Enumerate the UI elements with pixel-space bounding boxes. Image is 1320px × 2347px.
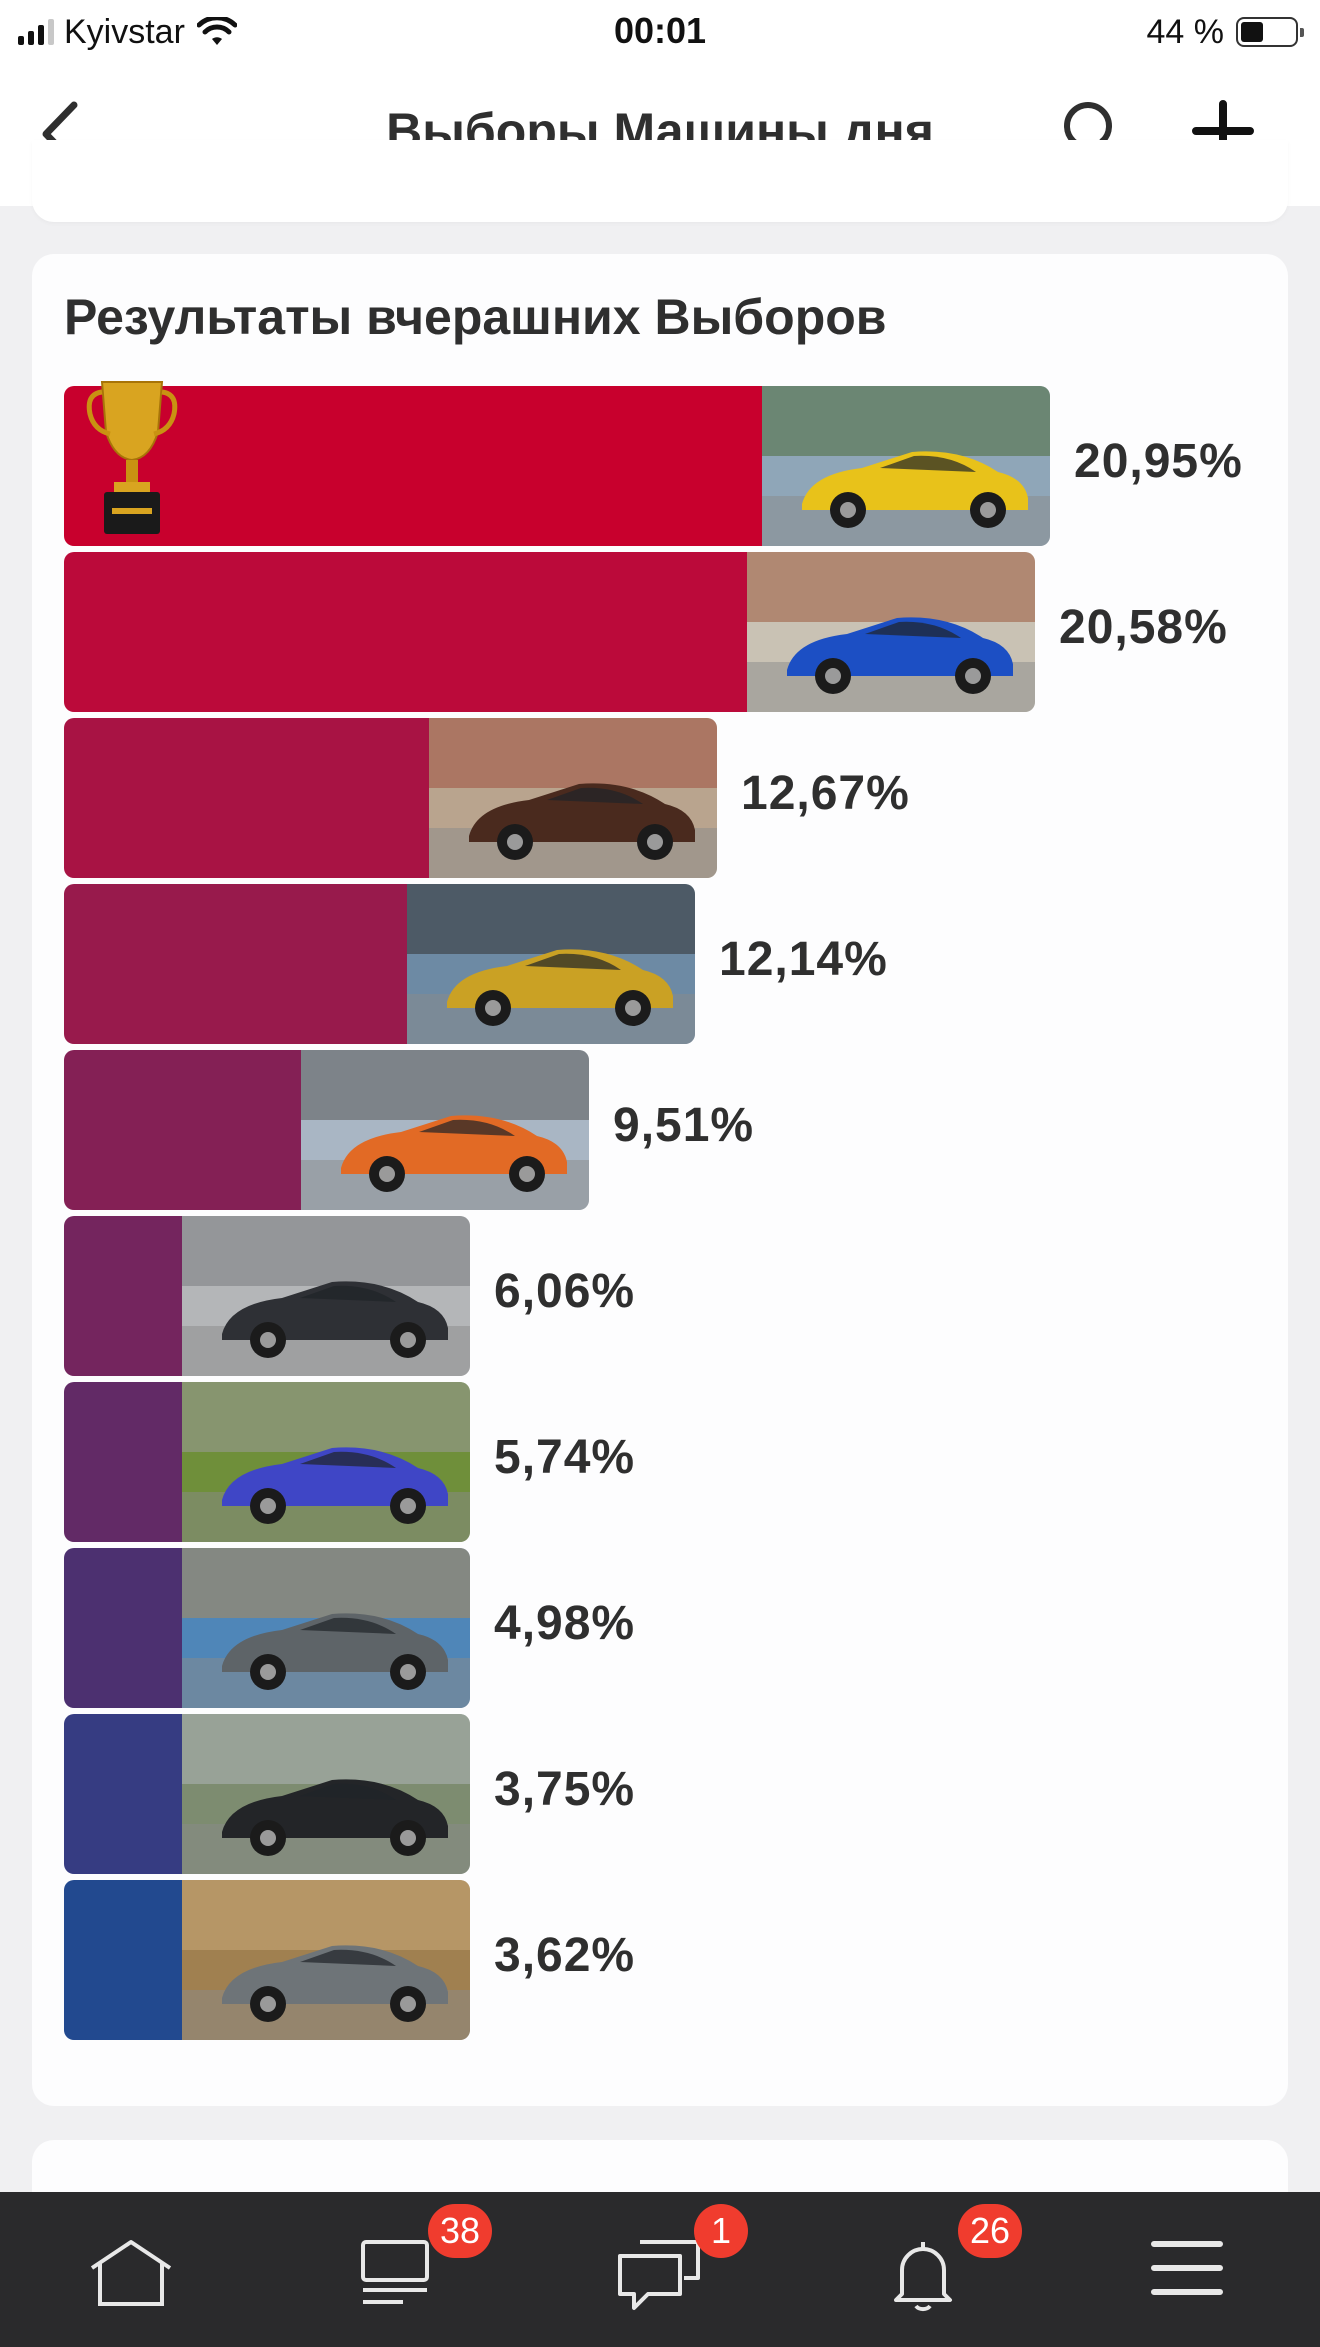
status-bar: Kyivstar 00:01 44 % bbox=[0, 0, 1320, 66]
result-bar bbox=[64, 1880, 470, 2040]
bell-icon bbox=[894, 2242, 952, 2312]
result-row[interactable]: 3,62% bbox=[64, 1880, 1264, 2040]
result-percent: 9,51% bbox=[613, 1099, 755, 1152]
result-bar-fill bbox=[64, 552, 747, 712]
car-photo bbox=[762, 386, 1050, 546]
messages-icon bbox=[618, 2240, 700, 2310]
result-bar-fill bbox=[64, 1880, 182, 2040]
result-percent: 20,95% bbox=[1074, 435, 1243, 488]
car-photo bbox=[407, 884, 695, 1044]
result-row[interactable]: 3,75% bbox=[64, 1714, 1264, 1874]
result-bar-fill bbox=[64, 1050, 301, 1210]
battery-percent: 44 % bbox=[1146, 12, 1225, 51]
result-bar bbox=[64, 1216, 470, 1376]
tab-notifications[interactable]: 26 bbox=[848, 2192, 1023, 2347]
car-photo bbox=[182, 1714, 470, 1874]
result-percent: 12,14% bbox=[719, 933, 888, 986]
result-row[interactable]: 12,67% bbox=[64, 718, 1264, 878]
result-row[interactable]: 20,58% bbox=[64, 552, 1264, 712]
result-bar-fill bbox=[64, 884, 407, 1044]
result-row[interactable]: 20,95% bbox=[64, 381, 1264, 546]
car-photo bbox=[182, 1216, 470, 1376]
battery-tip bbox=[1300, 28, 1304, 37]
result-bar bbox=[64, 552, 1035, 712]
result-bar-fill bbox=[64, 718, 429, 878]
car-photo bbox=[747, 552, 1035, 712]
result-bar-fill bbox=[64, 1714, 182, 1874]
result-bar bbox=[64, 386, 1050, 546]
result-bar bbox=[64, 718, 717, 878]
cell-signal-icon bbox=[18, 19, 54, 45]
carrier-name: Kyivstar bbox=[64, 12, 185, 51]
tab-home[interactable] bbox=[56, 2192, 206, 2347]
results-title: Результаты вчерашних Выборов bbox=[64, 289, 887, 345]
result-bar bbox=[64, 1714, 470, 1874]
clock: 00:01 bbox=[613, 10, 707, 51]
result-bar bbox=[64, 884, 695, 1044]
result-row[interactable]: 12,14% bbox=[64, 884, 1264, 1044]
result-percent: 3,75% bbox=[494, 1763, 636, 1816]
car-photo bbox=[182, 1548, 470, 1708]
result-percent: 3,62% bbox=[494, 1929, 636, 1982]
tab-feed[interactable]: 38 bbox=[322, 2192, 493, 2347]
result-bar bbox=[64, 1050, 589, 1210]
wifi-icon bbox=[196, 17, 237, 45]
result-bar bbox=[64, 1382, 470, 1542]
result-row[interactable]: 6,06% bbox=[64, 1216, 1264, 1376]
result-row[interactable]: 5,74% bbox=[64, 1382, 1264, 1542]
trophy-icon bbox=[84, 362, 180, 542]
results-bars: 20,95% 20,58% 12,67% 12,14% 9,51% 6,06% 5,74% 4… bbox=[64, 381, 1264, 2046]
car-photo bbox=[429, 718, 717, 878]
result-percent: 6,06% bbox=[494, 1265, 636, 1318]
result-bar-fill bbox=[64, 1382, 182, 1542]
car-photo bbox=[182, 1880, 470, 2040]
result-bar-fill bbox=[64, 386, 762, 546]
result-bar bbox=[64, 1548, 470, 1708]
battery-icon bbox=[1236, 17, 1304, 47]
feed-icon bbox=[361, 2240, 429, 2304]
result-percent: 12,67% bbox=[741, 767, 910, 820]
car-photo bbox=[301, 1050, 589, 1210]
tab-menu[interactable] bbox=[1112, 2192, 1262, 2347]
result-bar-fill bbox=[64, 1548, 182, 1708]
messages-badge: 1 bbox=[694, 2204, 748, 2258]
tab-messages[interactable]: 1 bbox=[584, 2192, 748, 2347]
status-left: Kyivstar bbox=[18, 12, 237, 52]
result-percent: 20,58% bbox=[1059, 601, 1228, 654]
car-photo bbox=[182, 1382, 470, 1542]
result-row[interactable]: 4,98% bbox=[64, 1548, 1264, 1708]
results-card: Результаты вчерашних Выборов 20,95% 20,58… bbox=[32, 254, 1288, 2106]
result-percent: 5,74% bbox=[494, 1431, 636, 1484]
home-icon bbox=[90, 2240, 172, 2306]
result-row[interactable]: 9,51% bbox=[64, 1050, 1264, 1210]
battery-fill bbox=[1241, 22, 1263, 42]
feed-badge: 38 bbox=[428, 2204, 493, 2258]
notifications-badge: 26 bbox=[958, 2204, 1023, 2258]
result-bar-fill bbox=[64, 1216, 182, 1376]
menu-icon bbox=[1151, 2241, 1223, 2295]
result-percent: 4,98% bbox=[494, 1597, 636, 1650]
status-right: 44 % bbox=[1146, 12, 1304, 52]
previous-card-bottom bbox=[32, 140, 1288, 222]
bottom-tab-bar: 38 1 26 bbox=[0, 2192, 1320, 2347]
